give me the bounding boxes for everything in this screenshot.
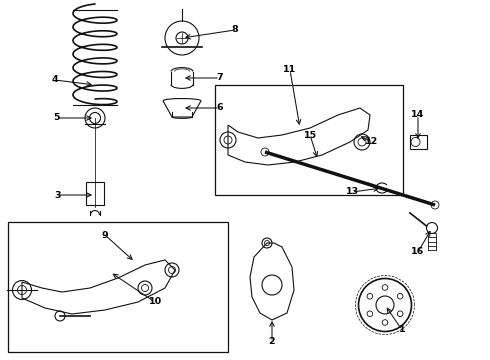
Text: 1: 1 (399, 325, 405, 334)
Text: 12: 12 (366, 138, 379, 147)
Text: 16: 16 (412, 248, 425, 256)
Bar (8, 222, 228, 352)
Text: 8: 8 (232, 26, 238, 35)
Text: 4: 4 (51, 76, 58, 85)
Text: 14: 14 (412, 111, 425, 120)
Text: 5: 5 (54, 113, 60, 122)
Bar (86, 182, 104, 205)
Text: 15: 15 (303, 130, 317, 139)
Text: 3: 3 (55, 190, 61, 199)
Text: 11: 11 (283, 66, 296, 75)
Bar (410, 135, 426, 149)
Text: 6: 6 (217, 104, 223, 112)
Text: 9: 9 (102, 230, 108, 239)
Text: 2: 2 (269, 338, 275, 346)
Text: 10: 10 (148, 297, 162, 306)
Text: 13: 13 (345, 188, 359, 197)
Text: 7: 7 (217, 73, 223, 82)
Bar (215, 85, 403, 195)
